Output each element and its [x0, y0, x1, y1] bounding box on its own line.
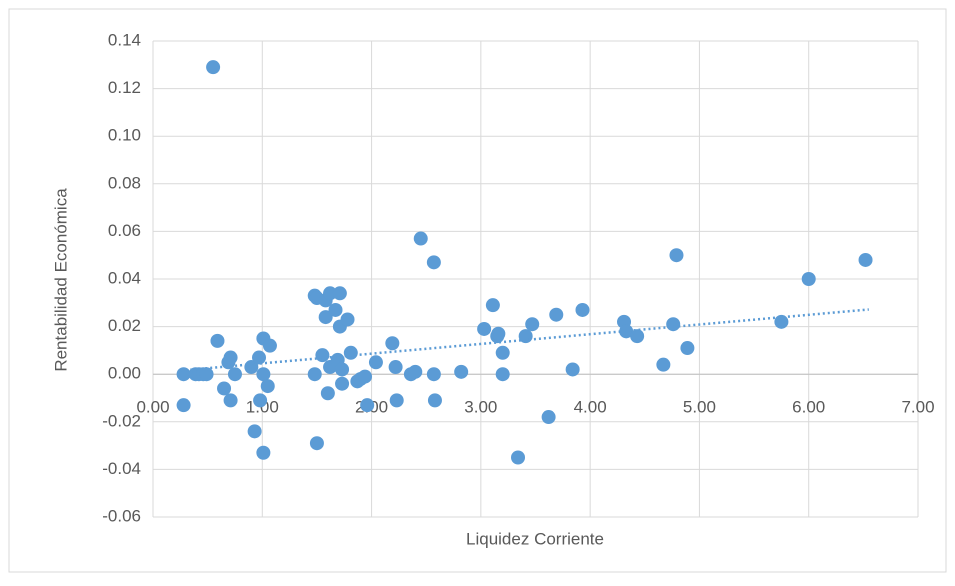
point — [253, 393, 268, 408]
point — [176, 367, 191, 382]
point — [495, 367, 510, 382]
point — [217, 381, 232, 396]
point — [575, 302, 590, 317]
point — [223, 393, 238, 408]
point — [335, 362, 350, 377]
point — [511, 450, 526, 465]
point — [491, 326, 506, 341]
point — [358, 369, 373, 384]
point — [332, 286, 347, 301]
y-tick-label: -0.06 — [102, 506, 141, 525]
point — [485, 298, 500, 313]
point — [368, 355, 383, 370]
point — [549, 307, 564, 322]
point — [256, 367, 271, 382]
point — [360, 398, 375, 413]
point — [656, 357, 671, 372]
y-tick-label: -0.02 — [102, 411, 141, 430]
point — [427, 393, 442, 408]
point — [454, 364, 469, 379]
point — [262, 338, 277, 353]
point — [210, 333, 225, 348]
x-tick-label: 5.00 — [683, 398, 716, 417]
point — [774, 314, 789, 329]
point — [335, 376, 350, 391]
point — [307, 367, 322, 382]
point — [252, 350, 267, 365]
point — [199, 367, 214, 382]
point — [227, 367, 242, 382]
y-tick-label: 0.08 — [108, 173, 141, 192]
point — [176, 398, 191, 413]
point — [858, 252, 873, 267]
point — [495, 345, 510, 360]
point — [244, 360, 259, 375]
x-tick-label: 4.00 — [574, 398, 607, 417]
point — [477, 321, 492, 336]
y-tick-label: 0.10 — [108, 126, 141, 145]
point — [680, 341, 695, 356]
point — [256, 445, 271, 460]
point — [426, 367, 441, 382]
point — [666, 317, 681, 332]
point — [343, 345, 358, 360]
point — [320, 386, 335, 401]
y-tick-label: 0.14 — [108, 30, 141, 49]
point — [525, 317, 540, 332]
x-tick-label: 3.00 — [464, 398, 497, 417]
y-tick-label: 0.06 — [108, 221, 141, 240]
y-tick-label: 0.04 — [108, 268, 141, 287]
point — [247, 424, 262, 439]
point — [223, 350, 238, 365]
x-tick-label: 0.00 — [136, 398, 169, 417]
point — [340, 312, 355, 327]
point — [389, 393, 404, 408]
y-axis-label: Rentabilidad Económica — [51, 188, 70, 372]
point — [541, 410, 556, 425]
point — [619, 324, 634, 339]
point — [565, 362, 580, 377]
point — [801, 272, 816, 286]
point — [388, 360, 403, 375]
y-tick-label: 0.12 — [108, 78, 141, 97]
point — [408, 364, 423, 379]
point — [315, 348, 330, 363]
x-tick-label: 6.00 — [792, 398, 825, 417]
point — [630, 329, 645, 344]
point — [323, 286, 338, 301]
x-axis-label: Liquidez Corriente — [466, 529, 604, 548]
point — [206, 60, 221, 75]
x-tick-label: 7.00 — [901, 398, 934, 417]
chart-frame — [8, 8, 947, 573]
point — [309, 436, 324, 451]
point — [426, 255, 441, 270]
y-tick-label: 0.00 — [108, 364, 141, 383]
point — [413, 231, 428, 246]
point — [669, 248, 684, 263]
trendline — [180, 308, 869, 372]
point — [260, 379, 275, 394]
point — [318, 310, 333, 325]
y-tick-label: 0.02 — [108, 316, 141, 335]
point — [328, 302, 343, 317]
point — [385, 336, 400, 351]
y-tick-label: -0.04 — [102, 459, 141, 478]
